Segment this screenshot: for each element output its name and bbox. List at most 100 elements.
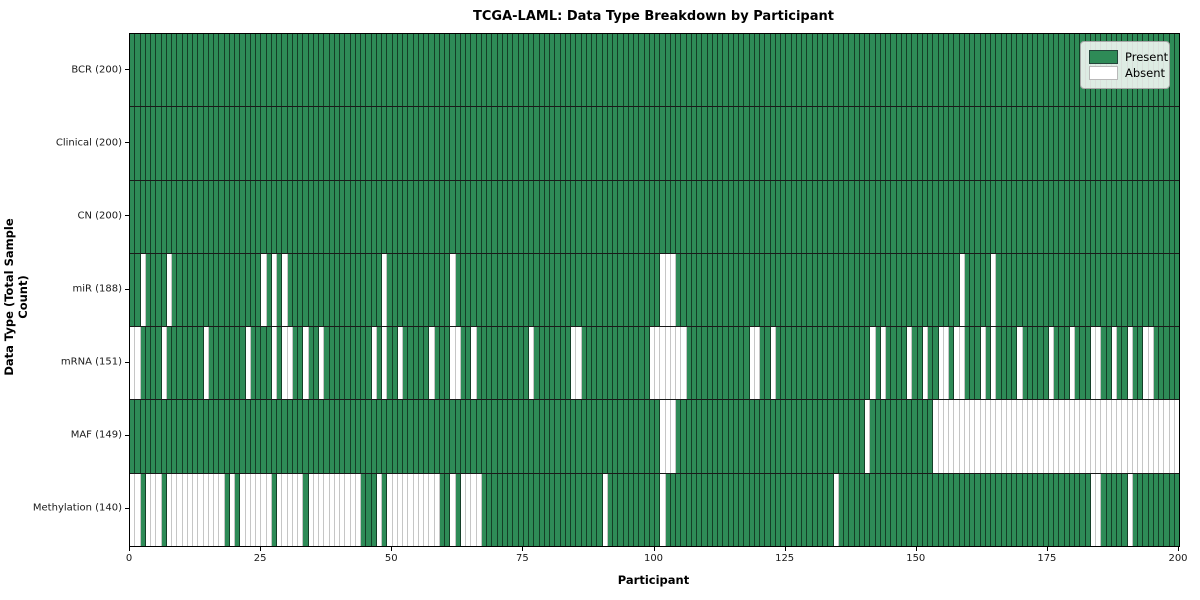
cell-Clinical-187 [1111, 107, 1117, 180]
cell-CN-147 [901, 180, 907, 253]
cell-miR-164 [991, 253, 997, 327]
cell-Methylation-117 [744, 473, 750, 546]
cell-mRNA-17 [219, 327, 225, 400]
x-axis-title: Participant [617, 573, 690, 587]
cell-miR-46 [371, 253, 377, 327]
cell-BCR-146 [896, 34, 902, 107]
cell-CN-68 [487, 180, 493, 253]
cell-CN-149 [912, 180, 918, 253]
cell-Methylation-147 [901, 473, 907, 546]
cell-MAF-165 [996, 400, 1002, 473]
cell-mRNA-129 [807, 327, 813, 400]
cell-CN-172 [1033, 180, 1039, 253]
cell-MAF-145 [891, 400, 897, 473]
cell-CN-74 [518, 180, 524, 253]
cell-CN-170 [1022, 180, 1028, 253]
ytick-mark-Methylation [125, 507, 129, 509]
cell-mRNA-118 [749, 327, 755, 400]
cell-Methylation-75 [523, 473, 529, 546]
cell-miR-171 [1027, 253, 1033, 327]
cell-mRNA-24 [256, 327, 262, 400]
cell-CN-81 [555, 180, 561, 253]
cell-mRNA-112 [718, 327, 724, 400]
cell-Clinical-21 [240, 107, 246, 180]
cell-miR-199 [1174, 253, 1179, 327]
cell-miR-170 [1022, 253, 1028, 327]
cell-Methylation-70 [497, 473, 503, 546]
cell-miR-168 [1012, 253, 1018, 327]
cell-MAF-20 [235, 400, 241, 473]
cell-BCR-98 [644, 34, 650, 107]
cell-mRNA-166 [1001, 327, 1007, 400]
cell-BCR-60 [445, 34, 451, 107]
cell-mRNA-1 [135, 327, 141, 400]
cell-Clinical-94 [623, 107, 629, 180]
cell-Methylation-47 [376, 473, 382, 546]
cell-Clinical-109 [702, 107, 708, 180]
cell-mRNA-104 [676, 327, 682, 400]
cell-BCR-82 [560, 34, 566, 107]
cell-mRNA-107 [691, 327, 697, 400]
cell-Methylation-65 [471, 473, 477, 546]
cell-Clinical-67 [481, 107, 487, 180]
cell-miR-99 [649, 253, 655, 327]
cell-miR-91 [607, 253, 613, 327]
cell-BCR-17 [219, 34, 225, 107]
cell-Methylation-67 [481, 473, 487, 546]
cell-miR-120 [760, 253, 766, 327]
cell-MAF-53 [408, 400, 414, 473]
cell-Methylation-116 [739, 473, 745, 546]
cell-MAF-69 [492, 400, 498, 473]
cell-CN-156 [949, 180, 955, 253]
cell-mRNA-105 [681, 327, 687, 400]
cell-MAF-192 [1138, 400, 1144, 473]
cell-Methylation-42 [350, 473, 356, 546]
cell-Methylation-25 [261, 473, 267, 546]
cell-Methylation-45 [366, 473, 372, 546]
cell-Methylation-120 [760, 473, 766, 546]
cell-miR-109 [702, 253, 708, 327]
cell-CN-6 [161, 180, 167, 253]
cell-mRNA-21 [240, 327, 246, 400]
cell-CN-24 [256, 180, 262, 253]
cell-Methylation-152 [928, 473, 934, 546]
cell-mRNA-16 [214, 327, 220, 400]
cell-mRNA-70 [497, 327, 503, 400]
cell-BCR-41 [345, 34, 351, 107]
cell-BCR-152 [928, 34, 934, 107]
cell-miR-122 [770, 253, 776, 327]
cell-MAF-58 [434, 400, 440, 473]
cell-miR-37 [324, 253, 330, 327]
cell-Methylation-123 [775, 473, 781, 546]
cell-miR-75 [523, 253, 529, 327]
cell-CN-163 [985, 180, 991, 253]
cell-BCR-43 [355, 34, 361, 107]
cell-MAF-131 [817, 400, 823, 473]
cell-CN-116 [739, 180, 745, 253]
cell-mRNA-26 [266, 327, 272, 400]
cell-MAF-41 [345, 400, 351, 473]
cell-BCR-72 [508, 34, 514, 107]
cell-BCR-170 [1022, 34, 1028, 107]
cell-Methylation-88 [592, 473, 598, 546]
cell-mRNA-152 [928, 327, 934, 400]
cell-Clinical-179 [1069, 107, 1075, 180]
cell-BCR-128 [802, 34, 808, 107]
cell-CN-183 [1090, 180, 1096, 253]
cell-Methylation-5 [156, 473, 162, 546]
cell-MAF-154 [938, 400, 944, 473]
cell-Clinical-51 [397, 107, 403, 180]
cell-Clinical-176 [1054, 107, 1060, 180]
cell-CN-101 [660, 180, 666, 253]
cell-MAF-8 [172, 400, 178, 473]
cell-CN-33 [303, 180, 309, 253]
cell-mRNA-150 [917, 327, 923, 400]
cell-mRNA-114 [728, 327, 734, 400]
cell-mRNA-56 [424, 327, 430, 400]
cell-CN-114 [728, 180, 734, 253]
cell-Clinical-167 [1006, 107, 1012, 180]
cell-mRNA-197 [1164, 327, 1170, 400]
cell-miR-50 [392, 253, 398, 327]
cell-MAF-51 [397, 400, 403, 473]
cell-Clinical-122 [770, 107, 776, 180]
